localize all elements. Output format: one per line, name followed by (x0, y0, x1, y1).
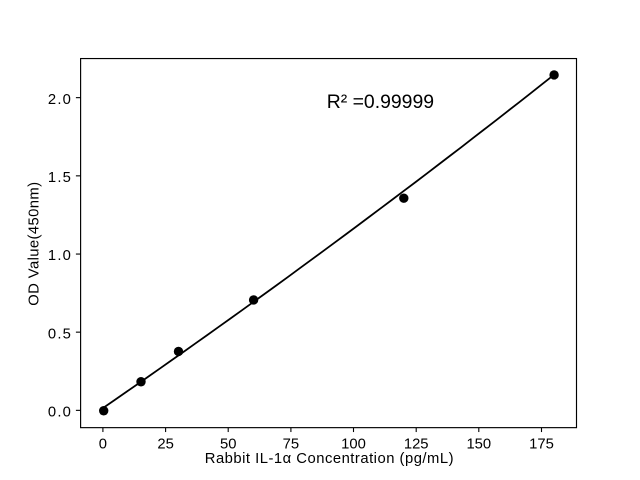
svg-text:0: 0 (99, 437, 107, 453)
svg-text:1.0: 1.0 (48, 248, 72, 264)
svg-text:175: 175 (529, 437, 554, 453)
svg-text:50: 50 (220, 437, 236, 453)
svg-text:0.5: 0.5 (48, 326, 72, 342)
svg-text:150: 150 (466, 437, 491, 453)
svg-text:Rabbit IL-1α Concentration (pg: Rabbit IL-1α Concentration (pg/mL) (205, 451, 454, 467)
svg-text:R² =0.99999: R² =0.99999 (327, 91, 434, 113)
svg-text:1.5: 1.5 (48, 170, 72, 186)
svg-text:OD Value(450nm): OD Value(450nm) (27, 182, 43, 306)
svg-text:25: 25 (157, 437, 173, 453)
svg-text:75: 75 (283, 437, 299, 453)
svg-text:2.0: 2.0 (48, 92, 72, 108)
svg-text:0.0: 0.0 (48, 405, 72, 421)
svg-text:125: 125 (404, 437, 429, 453)
svg-text:100: 100 (341, 437, 366, 453)
